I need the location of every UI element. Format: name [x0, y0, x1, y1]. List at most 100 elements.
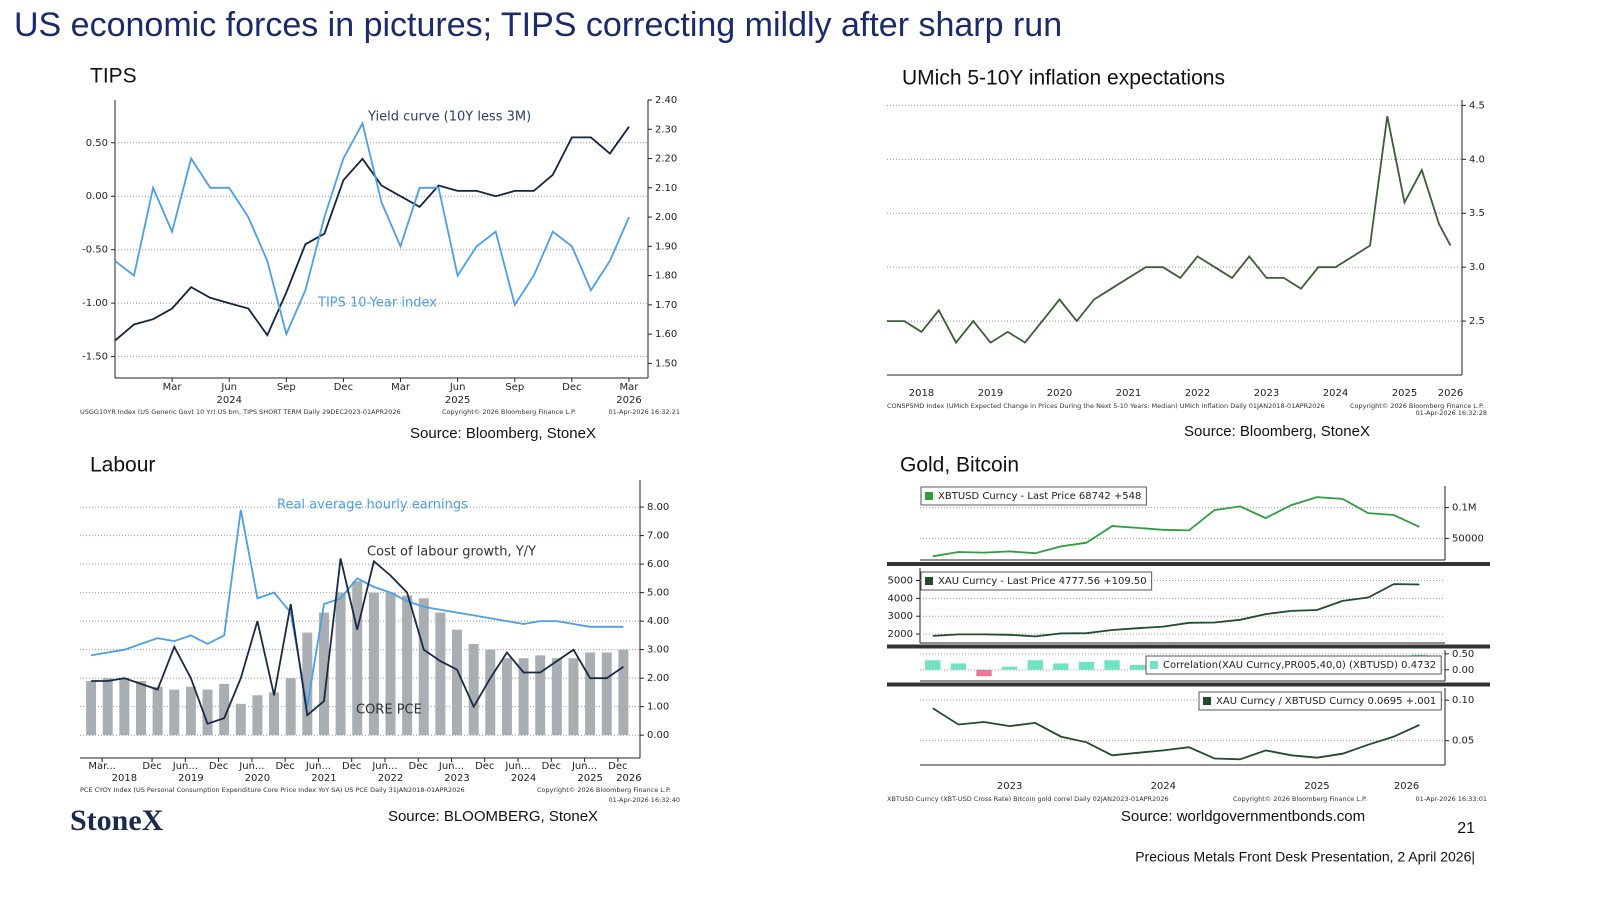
bar — [1053, 663, 1069, 670]
x-year-label: 2024 — [1151, 781, 1176, 792]
x-year-label: 2023 — [997, 781, 1022, 792]
bar — [152, 686, 163, 736]
footnote: PCE CYOY Index (US Personal Consumption … — [80, 786, 465, 794]
bar — [385, 592, 396, 736]
x-tick-label: Mar — [391, 382, 411, 393]
bar — [1130, 665, 1146, 670]
y-tick-label: 2.30 — [655, 124, 677, 135]
bar — [585, 652, 596, 736]
y-tick-label: 4.0 — [1469, 154, 1485, 165]
x-year-label: 2022 — [1185, 388, 1210, 399]
source: Source: BLOOMBERG, StoneX — [388, 808, 598, 825]
x-tick-label: Jun... — [438, 761, 464, 772]
legend-swatch — [925, 577, 933, 585]
footnote: Copyright© 2026 Bloomberg Finance L.P. — [1350, 402, 1484, 410]
bar — [252, 695, 263, 736]
x-tick-label: Jun... — [371, 761, 397, 772]
y-tick-label: 2.10 — [655, 183, 677, 194]
bar — [925, 660, 941, 670]
footer: Precious Metals Front Desk Presentation,… — [1135, 849, 1475, 865]
bar — [618, 649, 629, 736]
y-tick-label: 1.50 — [655, 358, 677, 369]
panel-separator — [887, 682, 1490, 687]
bar — [202, 689, 213, 736]
bar — [435, 612, 446, 736]
bar — [185, 686, 196, 736]
bar — [102, 678, 113, 736]
x-tick-label: Jun... — [305, 761, 331, 772]
footnote: 01-Apr-2026 16:32:21 — [609, 408, 680, 416]
bar — [352, 581, 363, 736]
x-tick-label: Dec — [562, 382, 581, 393]
line — [932, 496, 1420, 558]
page-number: 21 — [1457, 820, 1475, 837]
y-tick-label: 0.1M — [1452, 503, 1477, 514]
bar — [235, 703, 246, 736]
footnote: 01-Apr-2026 16:32:40 — [609, 796, 680, 804]
y-tick-label: 4.00 — [647, 616, 669, 627]
y-tick-label: 3000 — [888, 611, 913, 622]
y-tick-label: -0.50 — [82, 245, 108, 256]
bar — [302, 632, 313, 736]
x-year-label: 2025 — [445, 395, 470, 406]
source: Source: Bloomberg, StoneX — [1184, 423, 1370, 440]
series-label: Yield curve (10Y less 3M) — [367, 110, 531, 125]
y-tick-label: 0.10 — [1452, 695, 1474, 706]
series-label: CORE PCE — [356, 703, 422, 718]
legend-swatch — [925, 492, 933, 500]
bar — [976, 669, 992, 677]
legend-box — [1198, 691, 1442, 711]
bar — [568, 658, 579, 736]
x-year-label: 2018 — [909, 388, 934, 399]
logo: StoneX — [70, 804, 164, 837]
y-tick-label: 2.00 — [655, 212, 677, 223]
legend-label: XAU Curncy - Last Price 4777.56 +109.50 — [938, 576, 1147, 587]
line — [932, 583, 1420, 638]
y-tick-label: 3.5 — [1469, 208, 1485, 219]
line — [114, 120, 630, 337]
source: Source: worldgovernmentbonds.com — [1121, 808, 1365, 825]
y-tick-label: 1.60 — [655, 329, 677, 340]
x-year-label: 2023 — [444, 773, 469, 784]
x-tick-label: Dec — [475, 761, 494, 772]
x-tick-label: Dec — [409, 761, 428, 772]
series-label: Cost of labour growth, Y/Y — [367, 545, 536, 560]
bar — [535, 655, 546, 736]
y-tick-label: 1.90 — [655, 241, 677, 252]
x-tick-label: Jun — [220, 382, 237, 393]
x-year-label: 2024 — [216, 395, 241, 406]
panel-title: UMich 5-10Y inflation expectations — [902, 67, 1225, 90]
line — [90, 509, 624, 707]
x-year-label: 2018 — [112, 773, 137, 784]
x-year-label: 2020 — [245, 773, 270, 784]
y-tick-label: 0.00 — [647, 730, 669, 741]
x-tick-label: Mar... — [88, 761, 116, 772]
legend-label: Correlation(XAU Curncy,PR005,40,0) (XBTU… — [1163, 660, 1436, 671]
legend-swatch — [1203, 697, 1211, 705]
x-tick-label: Mar — [620, 382, 640, 393]
y-tick-label: 8.00 — [647, 502, 669, 513]
y-tick-label: 1.00 — [647, 702, 669, 713]
bar — [485, 649, 496, 736]
legend-swatch — [1150, 661, 1158, 669]
bar — [402, 595, 413, 736]
x-year-label: 2022 — [378, 773, 403, 784]
bar — [601, 652, 612, 736]
bar — [518, 658, 529, 736]
bar — [285, 678, 296, 736]
footnote: XBTUSD Curncy (XBT-USD Cross Rate) Bitco… — [887, 795, 1169, 803]
panel-title: Labour — [90, 454, 155, 477]
x-tick-label: Jun... — [238, 761, 264, 772]
legend-label: XBTUSD Curncy - Last Price 68742 +548 — [938, 491, 1141, 502]
x-tick-label: Dec — [608, 761, 627, 772]
bar — [318, 612, 329, 736]
y-tick-label: 4.5 — [1469, 100, 1485, 111]
y-tick-label: 5.00 — [647, 588, 669, 599]
y-tick-label: 2000 — [888, 629, 913, 640]
x-year-label: 2019 — [178, 773, 203, 784]
x-tick-label: Dec — [275, 761, 294, 772]
footnote: Copyright© 2026 Bloomberg Finance L.P. — [1233, 795, 1367, 803]
bar — [452, 629, 463, 736]
y-tick-label: 2.5 — [1469, 316, 1485, 327]
bar — [1001, 666, 1018, 670]
